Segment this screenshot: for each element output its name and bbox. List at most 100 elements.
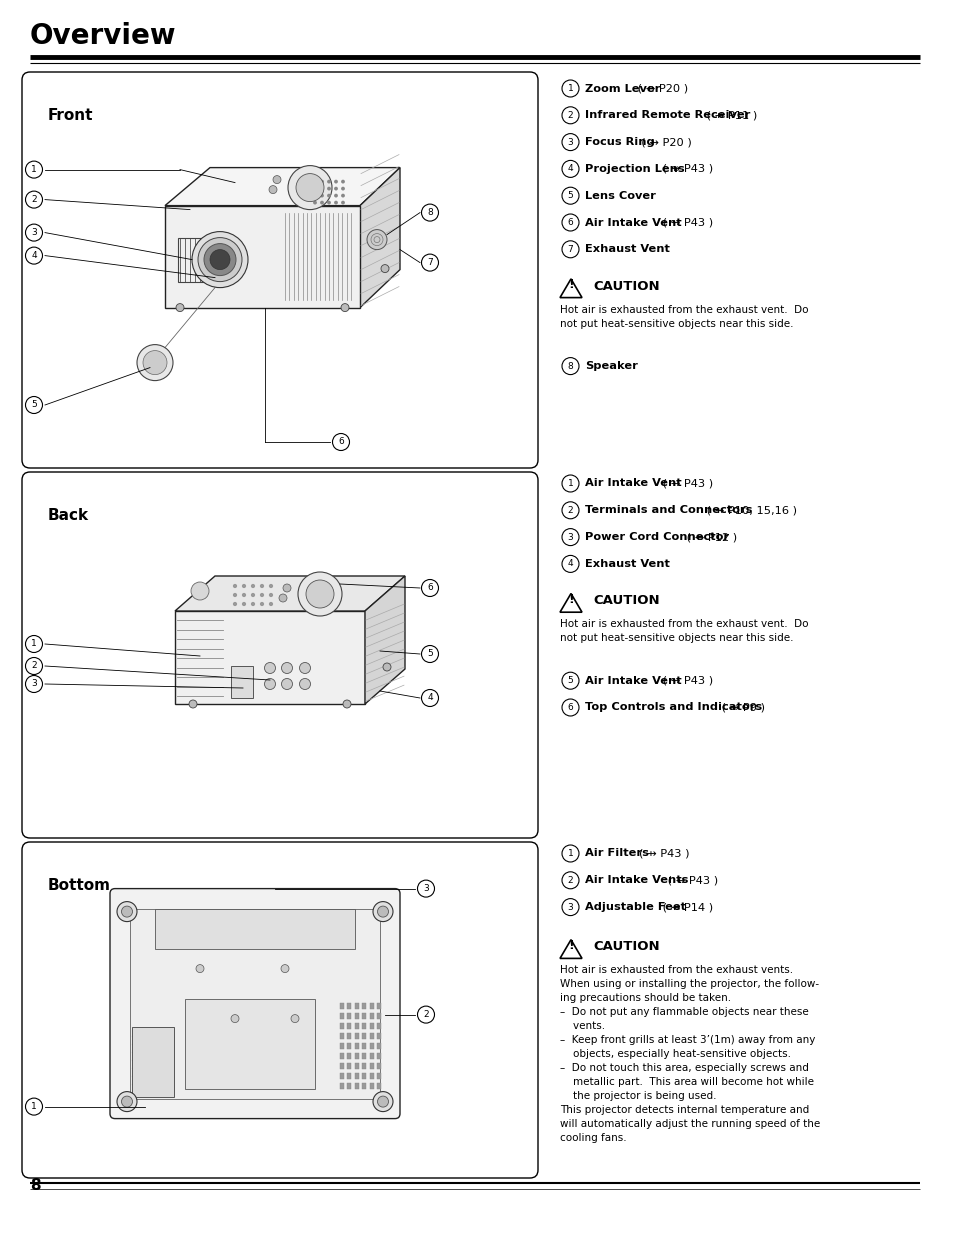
Bar	[377, 1053, 381, 1058]
Bar	[339, 1023, 344, 1029]
Circle shape	[117, 1092, 137, 1112]
Text: 3: 3	[567, 903, 573, 911]
Circle shape	[328, 201, 330, 204]
Text: 4: 4	[427, 694, 433, 703]
Polygon shape	[359, 168, 399, 308]
Circle shape	[233, 594, 236, 597]
Circle shape	[561, 241, 578, 258]
Text: 2: 2	[31, 662, 37, 671]
Bar	[377, 1023, 381, 1029]
Circle shape	[281, 965, 289, 973]
Circle shape	[561, 358, 578, 374]
Text: ( ⇸ P43 ): ( ⇸ P43 )	[659, 478, 712, 489]
Text: 5: 5	[567, 677, 573, 685]
Circle shape	[421, 689, 438, 706]
Text: 6: 6	[427, 583, 433, 593]
Circle shape	[299, 678, 310, 689]
Text: Overview: Overview	[30, 22, 176, 49]
Circle shape	[421, 204, 438, 221]
Text: Power Cord Connector: Power Cord Connector	[584, 532, 728, 542]
Text: ( ⇸ P12 ): ( ⇸ P12 )	[682, 532, 737, 542]
Text: 1: 1	[567, 84, 573, 93]
Circle shape	[270, 584, 273, 588]
Bar	[355, 1063, 358, 1068]
Text: Projection Lens: Projection Lens	[584, 164, 684, 174]
Text: 3: 3	[567, 532, 573, 542]
Circle shape	[26, 224, 43, 241]
Polygon shape	[559, 594, 581, 613]
Circle shape	[335, 194, 336, 196]
Bar	[347, 1063, 351, 1068]
Text: 2: 2	[423, 1010, 428, 1019]
Circle shape	[269, 185, 276, 194]
Bar	[377, 1073, 381, 1078]
Circle shape	[417, 881, 434, 897]
Bar	[377, 1083, 381, 1088]
Bar	[362, 1003, 366, 1009]
Bar	[339, 1083, 344, 1088]
Circle shape	[561, 133, 578, 151]
Circle shape	[283, 584, 291, 592]
Text: 1: 1	[31, 1102, 37, 1112]
Text: 6: 6	[567, 703, 573, 713]
Circle shape	[281, 662, 293, 673]
Circle shape	[320, 188, 323, 190]
Bar	[377, 1044, 381, 1049]
Text: Top Controls and Indicators: Top Controls and Indicators	[584, 703, 761, 713]
Circle shape	[204, 243, 235, 275]
Bar	[355, 1083, 358, 1088]
Circle shape	[210, 249, 230, 269]
Text: Exhaust Vent: Exhaust Vent	[584, 245, 669, 254]
Polygon shape	[165, 168, 399, 205]
Circle shape	[377, 1097, 388, 1107]
Bar	[355, 1034, 358, 1039]
Polygon shape	[165, 205, 359, 308]
Circle shape	[320, 180, 323, 183]
Bar	[362, 1023, 366, 1029]
Circle shape	[382, 663, 391, 671]
Text: Air Intake Vents: Air Intake Vents	[584, 876, 688, 885]
Bar	[370, 1083, 374, 1088]
Text: Exhaust Vent: Exhaust Vent	[584, 559, 669, 569]
Text: Hot air is exhausted from the exhaust vents.
When using or installing the projec: Hot air is exhausted from the exhaust ve…	[559, 966, 820, 1144]
Circle shape	[26, 161, 43, 178]
Circle shape	[260, 594, 263, 597]
Circle shape	[341, 194, 344, 196]
Circle shape	[231, 1015, 239, 1023]
Bar	[347, 1044, 351, 1049]
Bar	[339, 1073, 344, 1078]
Circle shape	[270, 603, 273, 605]
Circle shape	[561, 899, 578, 915]
Text: ( ⇸ P43 ): ( ⇸ P43 )	[663, 876, 717, 885]
Bar	[347, 1023, 351, 1029]
Circle shape	[273, 175, 281, 184]
Circle shape	[26, 676, 43, 693]
Circle shape	[242, 584, 245, 588]
Circle shape	[295, 174, 324, 201]
Bar	[339, 1013, 344, 1019]
Circle shape	[189, 700, 196, 708]
Bar	[355, 1073, 358, 1078]
Bar	[370, 1044, 374, 1049]
Circle shape	[233, 603, 236, 605]
Circle shape	[335, 201, 336, 204]
Text: CAUTION: CAUTION	[593, 940, 659, 953]
FancyBboxPatch shape	[22, 842, 537, 1178]
Text: 4: 4	[567, 559, 573, 568]
FancyBboxPatch shape	[231, 666, 253, 698]
Circle shape	[421, 646, 438, 662]
Circle shape	[561, 556, 578, 572]
Circle shape	[561, 161, 578, 178]
Circle shape	[175, 304, 184, 311]
Circle shape	[242, 594, 245, 597]
Circle shape	[121, 906, 132, 918]
Text: 5: 5	[31, 400, 37, 410]
Text: Hot air is exhausted from the exhaust vent.  Do
not put heat-sensitive objects n: Hot air is exhausted from the exhaust ve…	[559, 305, 807, 329]
Circle shape	[561, 529, 578, 546]
Circle shape	[281, 678, 293, 689]
Bar	[339, 1034, 344, 1039]
Circle shape	[252, 603, 254, 605]
Bar	[347, 1034, 351, 1039]
Text: ( ⇸ P20 ): ( ⇸ P20 )	[634, 84, 688, 94]
Circle shape	[270, 594, 273, 597]
